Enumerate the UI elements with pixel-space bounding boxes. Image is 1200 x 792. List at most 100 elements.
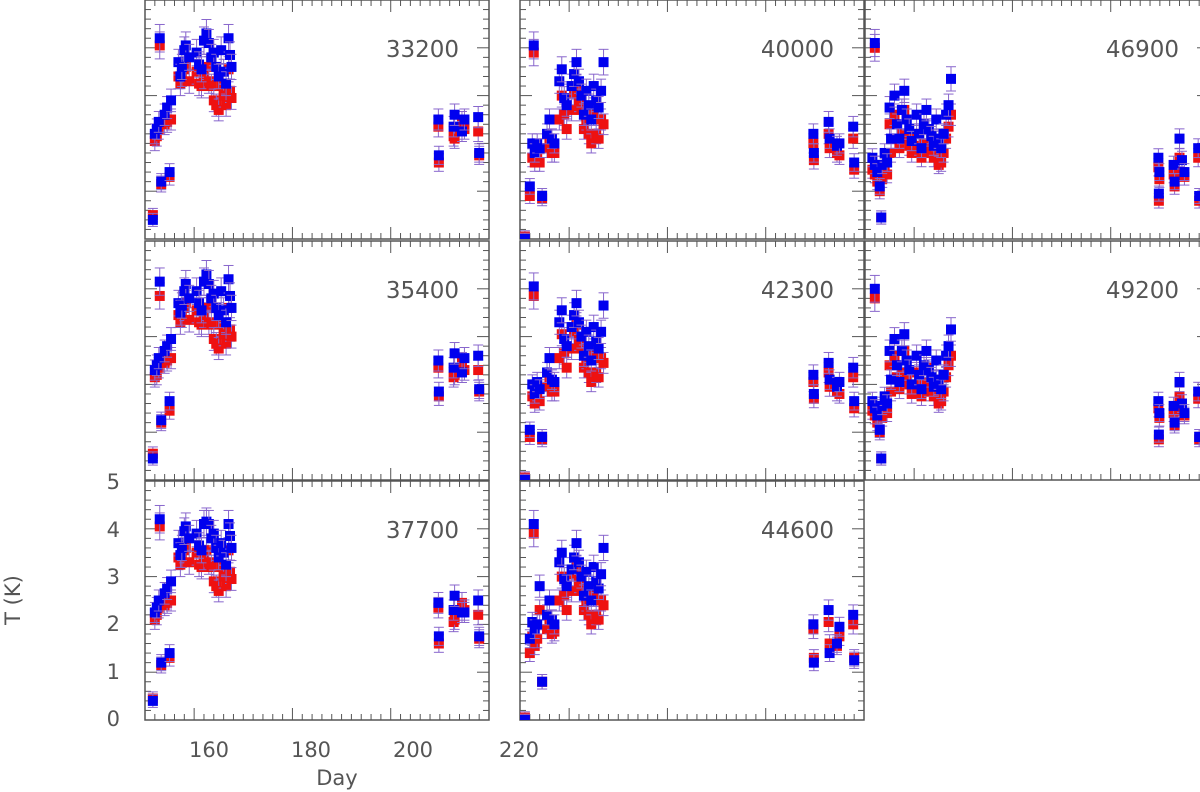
blue-marker	[203, 38, 214, 49]
blue-marker	[1176, 398, 1187, 409]
blue-point	[473, 105, 484, 129]
blue-point	[184, 43, 195, 71]
blue-marker	[473, 350, 484, 361]
panel-label: 44600	[761, 518, 834, 544]
blue-marker	[591, 576, 602, 587]
blue-marker	[226, 302, 237, 313]
blue-marker	[583, 581, 594, 592]
red-marker	[226, 331, 237, 342]
blue-marker	[196, 64, 207, 75]
panel-label: 33200	[386, 37, 459, 63]
red-marker	[196, 562, 207, 573]
red-marker	[524, 190, 535, 201]
red-marker	[225, 85, 236, 96]
blue-marker	[571, 57, 582, 68]
blue-marker	[849, 655, 860, 666]
blue-marker	[544, 353, 555, 364]
blue-marker	[542, 367, 553, 378]
blue-point	[544, 346, 555, 370]
blue-point	[593, 337, 604, 361]
blue-point	[808, 143, 819, 163]
blue-marker	[208, 47, 219, 58]
blue-point	[834, 133, 845, 154]
blue-marker	[591, 336, 602, 347]
blue-marker	[874, 181, 885, 192]
blue-point	[882, 153, 893, 172]
blue-point	[537, 188, 548, 204]
blue-point	[921, 98, 932, 122]
blue-marker	[175, 307, 186, 318]
blue-marker	[941, 109, 952, 120]
blue-marker	[154, 33, 165, 44]
panel-frame	[864, 240, 1200, 481]
blue-marker	[559, 333, 570, 344]
blue-marker	[559, 92, 570, 103]
red-marker	[184, 557, 195, 568]
blue-point	[166, 569, 177, 594]
blue-marker	[578, 590, 589, 601]
blue-point	[808, 614, 819, 635]
blue-marker	[166, 576, 177, 587]
blue-point	[459, 601, 470, 623]
red-marker	[473, 126, 484, 137]
blue-marker	[216, 45, 227, 56]
blue-point	[459, 346, 470, 370]
blue-marker	[561, 581, 572, 592]
blue-point	[874, 178, 885, 195]
blue-marker	[473, 112, 484, 123]
blue-marker	[211, 61, 222, 72]
blue-point	[473, 589, 484, 612]
blue-marker	[433, 631, 444, 642]
red-marker	[889, 109, 900, 120]
blue-marker	[823, 605, 834, 616]
blue-marker	[571, 538, 582, 549]
panel-37700: 37700	[144, 480, 490, 721]
blue-marker	[928, 381, 939, 392]
blue-point	[808, 654, 819, 672]
blue-marker	[537, 431, 548, 442]
blue-marker	[808, 369, 819, 380]
y-tick-label-0: 0	[107, 707, 120, 731]
blue-marker	[201, 269, 212, 280]
blue-point	[848, 356, 859, 379]
red-marker	[206, 319, 217, 330]
blue-marker	[216, 286, 227, 297]
blue-marker	[834, 621, 845, 632]
blue-point	[549, 133, 560, 154]
blue-point	[534, 574, 545, 598]
blue-marker	[184, 293, 195, 304]
panel-label: 42300	[761, 278, 834, 304]
blue-marker	[1169, 417, 1180, 428]
blue-marker	[808, 657, 819, 668]
blue-marker	[876, 212, 887, 223]
blue-marker	[448, 362, 459, 373]
blue-marker	[1194, 190, 1200, 201]
blue-marker	[824, 133, 835, 144]
blue-marker	[474, 147, 485, 158]
blue-point	[524, 421, 535, 439]
blue-marker	[520, 715, 530, 720]
red-marker	[524, 648, 535, 659]
blue-point	[474, 379, 485, 400]
blue-marker	[433, 355, 444, 366]
blue-point	[834, 616, 845, 637]
blue-marker	[433, 114, 444, 125]
blue-marker	[191, 286, 202, 297]
blue-marker	[554, 76, 565, 87]
blue-point	[226, 534, 237, 562]
blue-marker	[151, 124, 162, 135]
blue-point	[474, 143, 485, 163]
blue-point	[528, 272, 539, 301]
panel-44600: 44600	[519, 480, 865, 721]
blue-point	[520, 232, 530, 239]
blue-marker	[848, 121, 859, 132]
blue-marker	[520, 475, 530, 480]
blue-point	[154, 504, 165, 534]
blue-marker	[578, 109, 589, 120]
x-tick-label-220: 220	[499, 738, 539, 762]
blue-marker	[208, 288, 219, 299]
blue-marker	[179, 286, 190, 297]
blue-point	[433, 626, 444, 646]
panel-40000: 40000	[519, 0, 865, 240]
y-tick-label-3: 3	[107, 565, 120, 589]
